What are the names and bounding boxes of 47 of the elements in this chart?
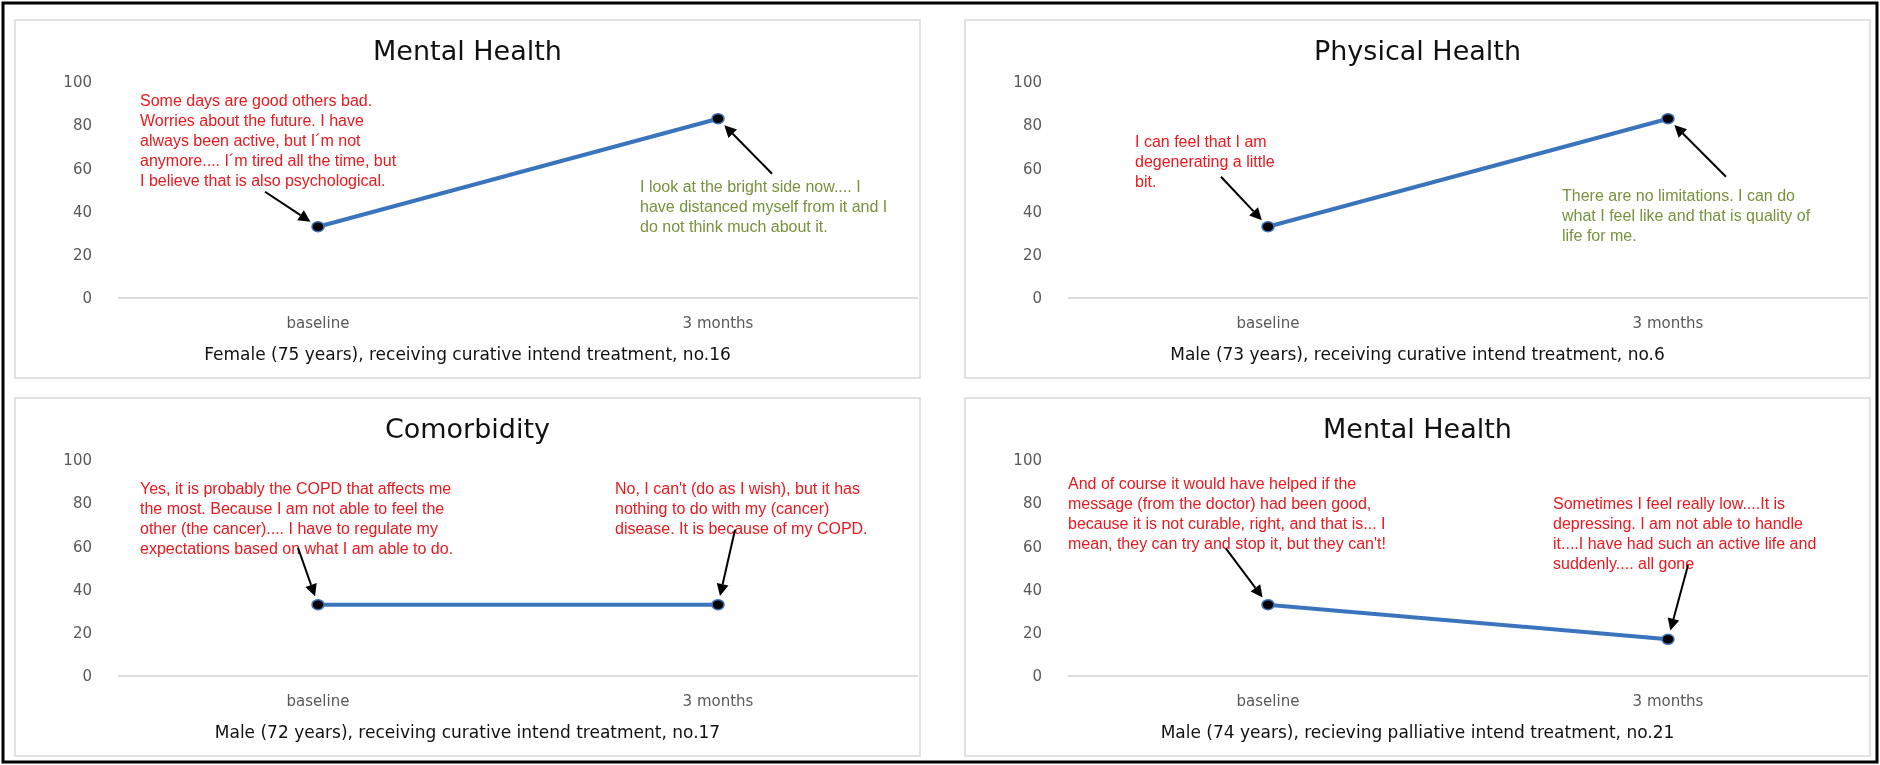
annotation: I look at the bright side now.... I have distanced myself from it and I do not think much about it.	[640, 178, 888, 236]
y-tick-label: 20	[72, 624, 92, 643]
y-tick-label: 60	[1022, 159, 1042, 178]
chart-title: Physical Health	[1313, 35, 1522, 66]
x-tick-label: 3 months	[682, 692, 754, 710]
y-tick-label: 20	[72, 246, 92, 265]
y-tick-label: 40	[72, 202, 92, 221]
x-tick-label: baseline	[1236, 314, 1300, 332]
annotation: No, I can't (do as I wish), but it has nothing to do with my (cancer) disease. It is because of my COPD.	[615, 480, 868, 538]
y-tick-label: 20	[1022, 624, 1042, 643]
chart-title: Comorbidity	[384, 413, 551, 444]
y-tick-label: 40	[1022, 580, 1042, 599]
y-tick-label: 100	[1013, 451, 1042, 470]
annotation: There are no limitations. I can do what I feel like and that is quality of life for me.	[1561, 187, 1811, 245]
x-tick-label: baseline	[1236, 692, 1300, 710]
x-tick-label: 3 months	[1632, 692, 1704, 710]
y-tick-label: 100	[63, 451, 92, 470]
y-tick-label: 80	[72, 116, 92, 135]
y-tick-label: 80	[1022, 494, 1042, 513]
x-axis-title: Male (73 years), receiving curative intend treatment, no.6	[1170, 344, 1665, 364]
x-axis-title: Female (75 years), receiving curative intend treatment, no.16	[204, 344, 731, 364]
y-tick-label: 100	[1013, 73, 1042, 92]
y-tick-label: 0	[1032, 289, 1042, 308]
annotation: I can feel that I am degenerating a little bit.	[1135, 133, 1275, 191]
x-axis-title: Male (74 years), recieving palliative intend treatment, no.21	[1160, 722, 1675, 742]
annotation: Some days are good others bad. Worries about the future. I have always been active, but I´m not anymore.... I´m tired all the time, but I believe that is also psychological.	[140, 92, 397, 190]
chart-title: Mental Health	[1323, 413, 1512, 444]
y-tick-label: 60	[72, 159, 92, 178]
y-tick-label: 40	[1022, 202, 1042, 221]
y-tick-label: 60	[1022, 537, 1042, 556]
x-tick-label: baseline	[286, 692, 350, 710]
chart-title: Mental Health	[373, 35, 562, 66]
x-tick-label: baseline	[286, 314, 350, 332]
x-tick-label: 3 months	[682, 314, 754, 332]
y-tick-label: 80	[1022, 116, 1042, 135]
annotation: And of course it would have helped if the message (from the doctor) had been good, because it is not curable, right, and that is... I mean, they can try and stop it, but they can't!	[1068, 475, 1386, 553]
y-tick-label: 60	[72, 537, 92, 556]
y-tick-label: 0	[1032, 667, 1042, 686]
y-tick-label: 0	[82, 667, 92, 686]
y-tick-label: 80	[72, 494, 92, 513]
y-tick-label: 20	[1022, 246, 1042, 265]
annotation: Sometimes I feel really low....It is depressing. I am not able to handle it....I have had such an active life and suddenly.... all gone	[1553, 495, 1817, 573]
y-tick-label: 100	[63, 73, 92, 92]
y-tick-label: 40	[72, 580, 92, 599]
x-tick-label: 3 months	[1632, 314, 1704, 332]
y-tick-label: 0	[82, 289, 92, 308]
x-axis-title: Male (72 years), receiving curative intend treatment, no.17	[214, 722, 721, 742]
